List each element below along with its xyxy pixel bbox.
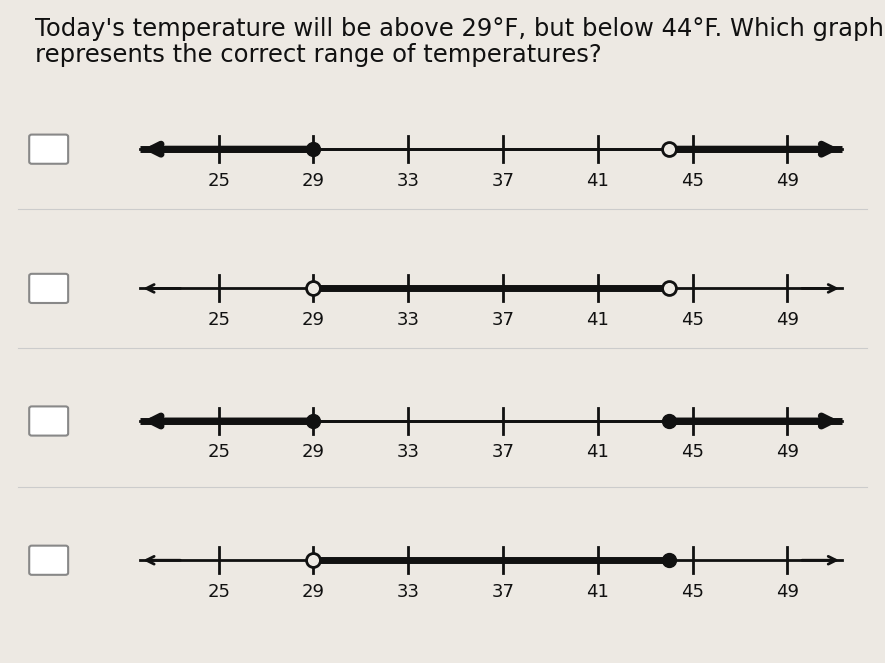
- Text: 33: 33: [396, 311, 419, 329]
- Text: 49: 49: [776, 444, 799, 461]
- Text: 29: 29: [302, 311, 325, 329]
- Point: [662, 283, 676, 294]
- Text: 33: 33: [396, 444, 419, 461]
- Text: 29: 29: [302, 444, 325, 461]
- Text: 45: 45: [681, 172, 704, 190]
- Text: 29: 29: [302, 172, 325, 190]
- Text: 25: 25: [207, 311, 230, 329]
- Text: 25: 25: [207, 172, 230, 190]
- Text: represents the correct range of temperatures?: represents the correct range of temperat…: [35, 43, 602, 67]
- Point: [306, 283, 320, 294]
- Text: 25: 25: [207, 444, 230, 461]
- Text: 37: 37: [491, 444, 514, 461]
- Point: [306, 144, 320, 154]
- Text: 41: 41: [587, 311, 609, 329]
- Text: 49: 49: [776, 583, 799, 601]
- Text: 41: 41: [587, 444, 609, 461]
- Text: 49: 49: [776, 311, 799, 329]
- Text: 49: 49: [776, 172, 799, 190]
- Text: 37: 37: [491, 583, 514, 601]
- Point: [306, 416, 320, 426]
- Text: 41: 41: [587, 172, 609, 190]
- Point: [306, 555, 320, 566]
- Text: 29: 29: [302, 583, 325, 601]
- Text: 45: 45: [681, 444, 704, 461]
- Text: 33: 33: [396, 583, 419, 601]
- Point: [662, 416, 676, 426]
- Text: 41: 41: [587, 583, 609, 601]
- Text: 37: 37: [491, 311, 514, 329]
- Text: Today's temperature will be above 29°F, but below 44°F. Which graph: Today's temperature will be above 29°F, …: [35, 17, 884, 40]
- Text: 37: 37: [491, 172, 514, 190]
- Text: 25: 25: [207, 583, 230, 601]
- Point: [662, 555, 676, 566]
- Text: 45: 45: [681, 311, 704, 329]
- Text: 33: 33: [396, 172, 419, 190]
- Text: 45: 45: [681, 583, 704, 601]
- Point: [662, 144, 676, 154]
